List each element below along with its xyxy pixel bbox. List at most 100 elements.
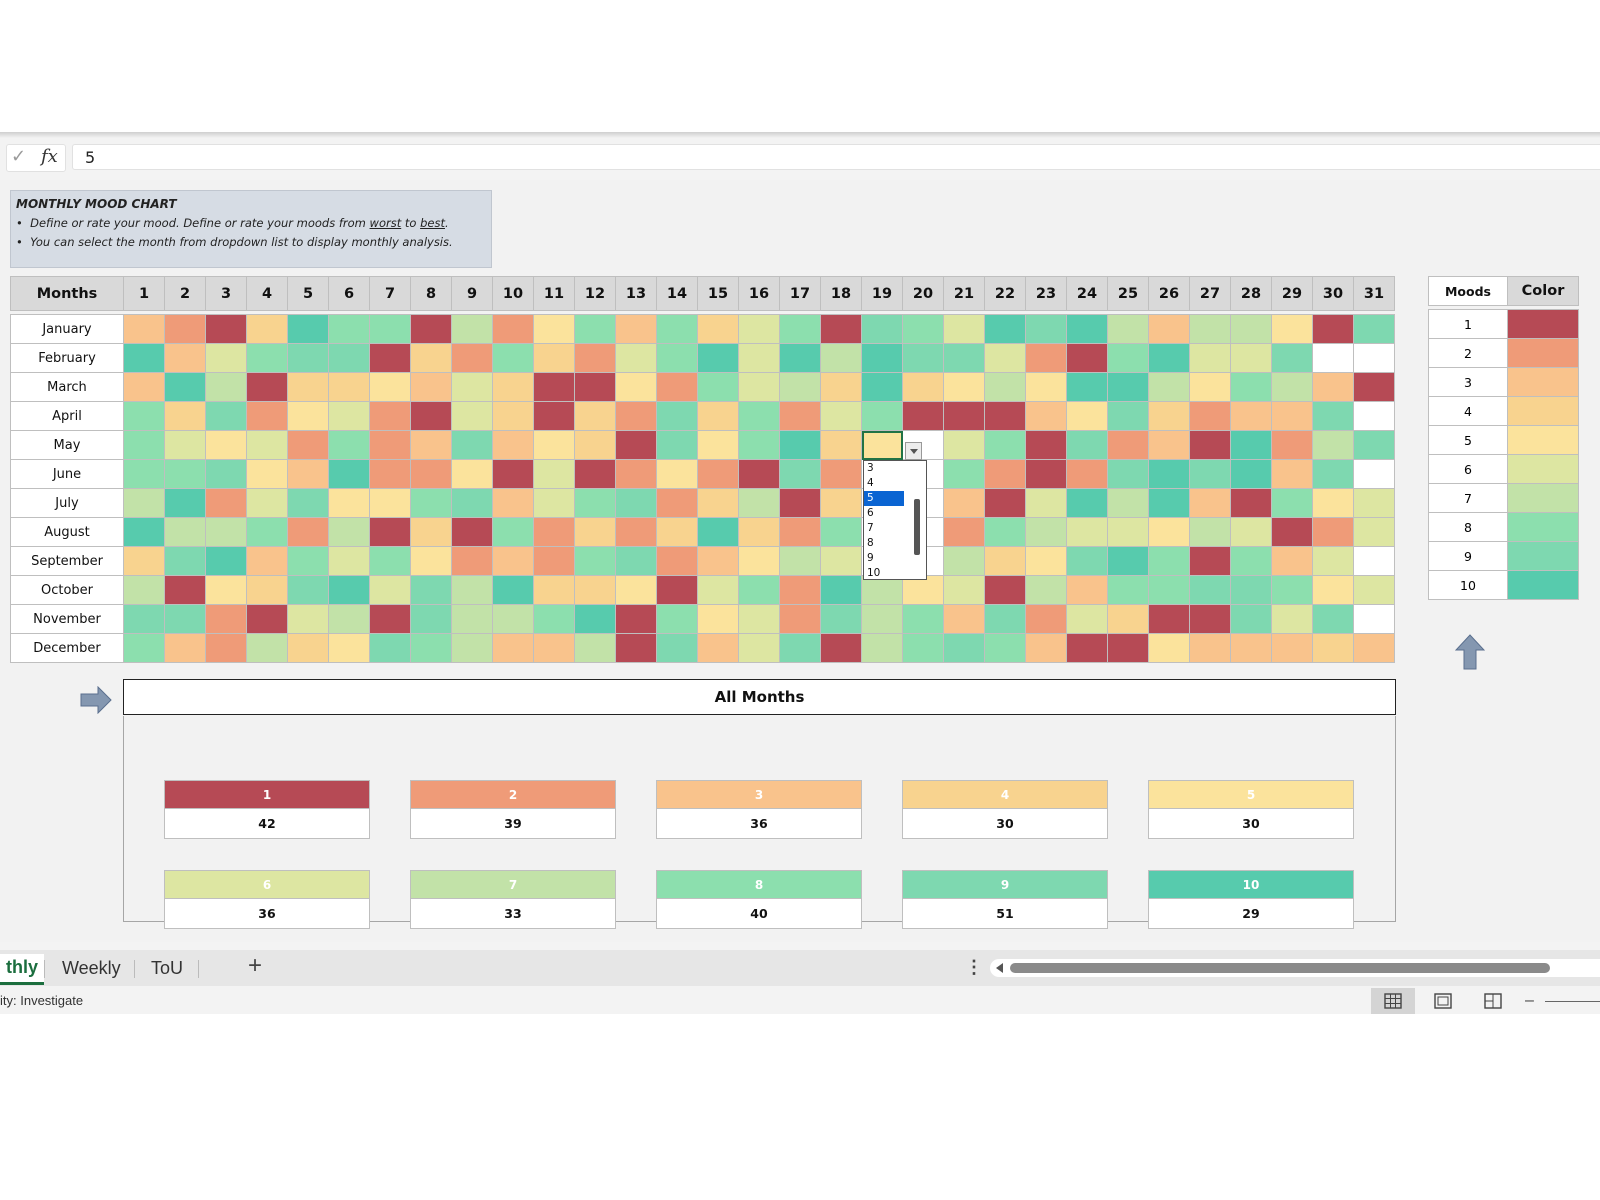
legend-mood[interactable]: 3	[1428, 367, 1508, 397]
mood-cell[interactable]	[492, 633, 534, 663]
dropdown-scrollbar[interactable]	[914, 499, 920, 555]
mood-cell[interactable]	[1230, 517, 1272, 547]
mood-cell[interactable]	[820, 314, 862, 344]
dropdown-list[interactable]: 3 4 5 6 7 8 9 10	[863, 460, 927, 580]
mood-cell[interactable]	[738, 488, 780, 518]
mood-cell[interactable]	[1025, 604, 1067, 634]
mood-cell[interactable]	[205, 401, 247, 431]
mood-cell[interactable]	[1148, 488, 1190, 518]
mood-cell[interactable]	[123, 517, 165, 547]
mood-cell[interactable]	[984, 430, 1026, 460]
mood-cell[interactable]	[1230, 459, 1272, 489]
mood-cell[interactable]	[287, 372, 329, 402]
mood-cell[interactable]	[656, 459, 698, 489]
mood-cell[interactable]	[164, 604, 206, 634]
mood-cell[interactable]	[697, 459, 739, 489]
mood-cell[interactable]	[902, 401, 944, 431]
mood-cell[interactable]	[1312, 517, 1354, 547]
mood-cell[interactable]	[164, 401, 206, 431]
mood-cell[interactable]	[656, 401, 698, 431]
mood-cell[interactable]	[328, 314, 370, 344]
mood-cell[interactable]	[1353, 430, 1395, 460]
mood-cell[interactable]	[984, 372, 1026, 402]
mood-cell[interactable]	[820, 546, 862, 576]
mood-cell[interactable]	[656, 604, 698, 634]
mood-cell[interactable]	[1189, 372, 1231, 402]
mood-cell[interactable]	[656, 314, 698, 344]
mood-cell[interactable]	[1066, 343, 1108, 373]
mood-cell[interactable]	[123, 430, 165, 460]
mood-cell[interactable]	[861, 314, 903, 344]
mood-cell[interactable]	[984, 546, 1026, 576]
mood-cell[interactable]	[246, 372, 288, 402]
mood-cell[interactable]	[1066, 401, 1108, 431]
plus-icon[interactable]: +	[248, 952, 263, 979]
scroll-thumb[interactable]	[1010, 963, 1550, 973]
mood-cell[interactable]	[1230, 372, 1272, 402]
mood-cell[interactable]	[697, 314, 739, 344]
mood-cell[interactable]	[1353, 459, 1395, 489]
mood-cell[interactable]	[779, 459, 821, 489]
month-name[interactable]: September	[10, 546, 124, 576]
mood-cell[interactable]	[820, 575, 862, 605]
legend-mood[interactable]: 9	[1428, 541, 1508, 571]
mood-cell[interactable]	[738, 575, 780, 605]
month-name[interactable]: April	[10, 401, 124, 431]
mood-cell[interactable]	[1066, 575, 1108, 605]
mood-cell[interactable]	[574, 314, 616, 344]
dropdown-button[interactable]	[905, 442, 922, 460]
mood-cell[interactable]	[369, 488, 411, 518]
mood-cell[interactable]	[533, 343, 575, 373]
mood-cell[interactable]	[697, 343, 739, 373]
mood-cell[interactable]	[820, 430, 862, 460]
mood-cell[interactable]	[984, 633, 1026, 663]
legend-color-swatch[interactable]	[1507, 483, 1579, 513]
mood-cell[interactable]	[246, 575, 288, 605]
mood-cell[interactable]	[1271, 575, 1313, 605]
mood-cell[interactable]	[123, 604, 165, 634]
mood-cell[interactable]	[861, 604, 903, 634]
mood-cell[interactable]	[779, 488, 821, 518]
mood-cell[interactable]	[779, 314, 821, 344]
fx-icon[interactable]: fx	[41, 146, 58, 167]
mood-cell[interactable]	[369, 633, 411, 663]
mood-cell[interactable]	[984, 343, 1026, 373]
mood-cell[interactable]	[1148, 546, 1190, 576]
mood-cell[interactable]	[287, 604, 329, 634]
mood-cell[interactable]	[943, 372, 985, 402]
mood-cell[interactable]	[287, 430, 329, 460]
mood-cell[interactable]	[1148, 517, 1190, 547]
mood-cell[interactable]	[1230, 604, 1272, 634]
mood-cell[interactable]	[205, 604, 247, 634]
status-text[interactable]: ity: Investigate	[0, 993, 84, 1008]
mood-cell[interactable]	[738, 517, 780, 547]
dropdown-option[interactable]: 7	[867, 522, 874, 534]
mood-cell[interactable]	[533, 517, 575, 547]
dropdown-option[interactable]: 9	[867, 552, 874, 564]
mood-cell[interactable]	[205, 488, 247, 518]
mood-cell[interactable]	[1353, 604, 1395, 634]
mood-cell[interactable]	[615, 575, 657, 605]
mood-cell[interactable]	[1148, 604, 1190, 634]
mood-cell[interactable]	[902, 372, 944, 402]
mood-cell[interactable]	[984, 575, 1026, 605]
mood-cell[interactable]	[451, 401, 493, 431]
mood-cell[interactable]	[328, 343, 370, 373]
mood-cell[interactable]	[779, 575, 821, 605]
mood-cell[interactable]	[410, 401, 452, 431]
mood-cell[interactable]	[1025, 546, 1067, 576]
mood-cell[interactable]	[574, 604, 616, 634]
mood-cell[interactable]	[1066, 314, 1108, 344]
mood-cell[interactable]	[369, 314, 411, 344]
mood-cell[interactable]	[492, 517, 534, 547]
mood-cell[interactable]	[451, 459, 493, 489]
mood-cell[interactable]	[779, 401, 821, 431]
mood-cell[interactable]	[1230, 401, 1272, 431]
month-name[interactable]: July	[10, 488, 124, 518]
check-icon[interactable]: ✓	[11, 146, 27, 167]
dropdown-option[interactable]: 4	[867, 477, 874, 489]
mood-cell[interactable]	[943, 401, 985, 431]
mood-cell[interactable]	[369, 430, 411, 460]
mood-cell[interactable]	[123, 575, 165, 605]
mood-cell[interactable]	[1066, 488, 1108, 518]
